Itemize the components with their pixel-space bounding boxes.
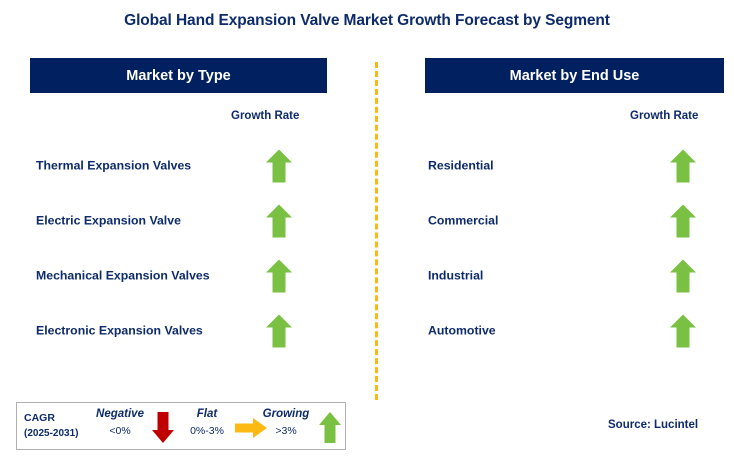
cagr-legend: CAGR (2025-2031) Negative <0% Flat 0%-3% (16, 402, 346, 450)
row-label: Automotive (428, 323, 496, 338)
arrow-up-icon (670, 149, 696, 182)
legend-entry-growing: Growing >3% (255, 408, 317, 437)
growth-rate-header-right: Growth Rate (630, 110, 699, 122)
row-label: Residential (428, 158, 494, 173)
panel-header-market-by-end-use: Market by End Use (425, 58, 724, 93)
row-label: Electric Expansion Valve (36, 213, 181, 228)
row-label: Mechanical Expansion Valves (36, 268, 210, 283)
arrow-up-icon (266, 314, 292, 347)
row-label: Electronic Expansion Valves (36, 323, 203, 338)
legend-entry-negative: Negative <0% (89, 408, 151, 437)
legend-entry-range: <0% (109, 425, 131, 437)
legend-cagr-label: CAGR (24, 412, 55, 424)
row-automotive: Automotive (428, 303, 724, 358)
row-electronic-expansion-valves: Electronic Expansion Valves (36, 303, 328, 358)
growth-rate-header-left: Growth Rate (231, 110, 300, 122)
legend-entry-label: Negative (96, 408, 144, 420)
rows-market-by-type: Thermal Expansion Valves Electric Expans… (36, 138, 328, 358)
panel-market-by-end-use: Market by End Use (425, 58, 724, 93)
row-thermal-expansion-valves: Thermal Expansion Valves (36, 138, 328, 193)
arrow-up-icon (266, 204, 292, 237)
legend-entry-range: 0%-3% (190, 425, 224, 437)
arrow-up-icon (670, 314, 696, 347)
legend-entry-range: >3% (275, 425, 297, 437)
row-electric-expansion-valve: Electric Expansion Valve (36, 193, 328, 248)
arrow-up-icon (670, 204, 696, 237)
arrow-up-icon (266, 149, 292, 182)
legend-entry-flat: Flat 0%-3% (178, 408, 236, 437)
row-label: Industrial (428, 268, 484, 283)
arrow-up-icon (266, 259, 292, 292)
arrow-up-icon (670, 259, 696, 292)
rows-market-by-end-use: Residential Commercial Industrial (428, 138, 724, 358)
legend-entry-label: Flat (196, 408, 218, 420)
row-label: Thermal Expansion Valves (36, 158, 192, 173)
page-title: Global Hand Expansion Valve Market Growt… (124, 12, 610, 29)
arrow-down-icon (152, 412, 174, 443)
row-industrial: Industrial (428, 248, 724, 303)
row-label: Commercial (428, 213, 499, 228)
vertical-dashed-divider (375, 62, 378, 400)
panel-market-by-type: Market by Type (30, 58, 327, 93)
source-attribution: Source: Lucintel (608, 419, 699, 431)
panel-header-market-by-type: Market by Type (30, 58, 327, 93)
legend-cagr-title: CAGR (2025-2031) (24, 410, 78, 442)
row-residential: Residential (428, 138, 724, 193)
legend-cagr-period: (2025-2031) (24, 428, 79, 440)
legend-entry-label: Growing (262, 408, 310, 420)
row-commercial: Commercial (428, 193, 724, 248)
arrow-right-icon (235, 418, 267, 438)
row-mechanical-expansion-valves: Mechanical Expansion Valves (36, 248, 328, 303)
arrow-up-icon (319, 412, 341, 443)
